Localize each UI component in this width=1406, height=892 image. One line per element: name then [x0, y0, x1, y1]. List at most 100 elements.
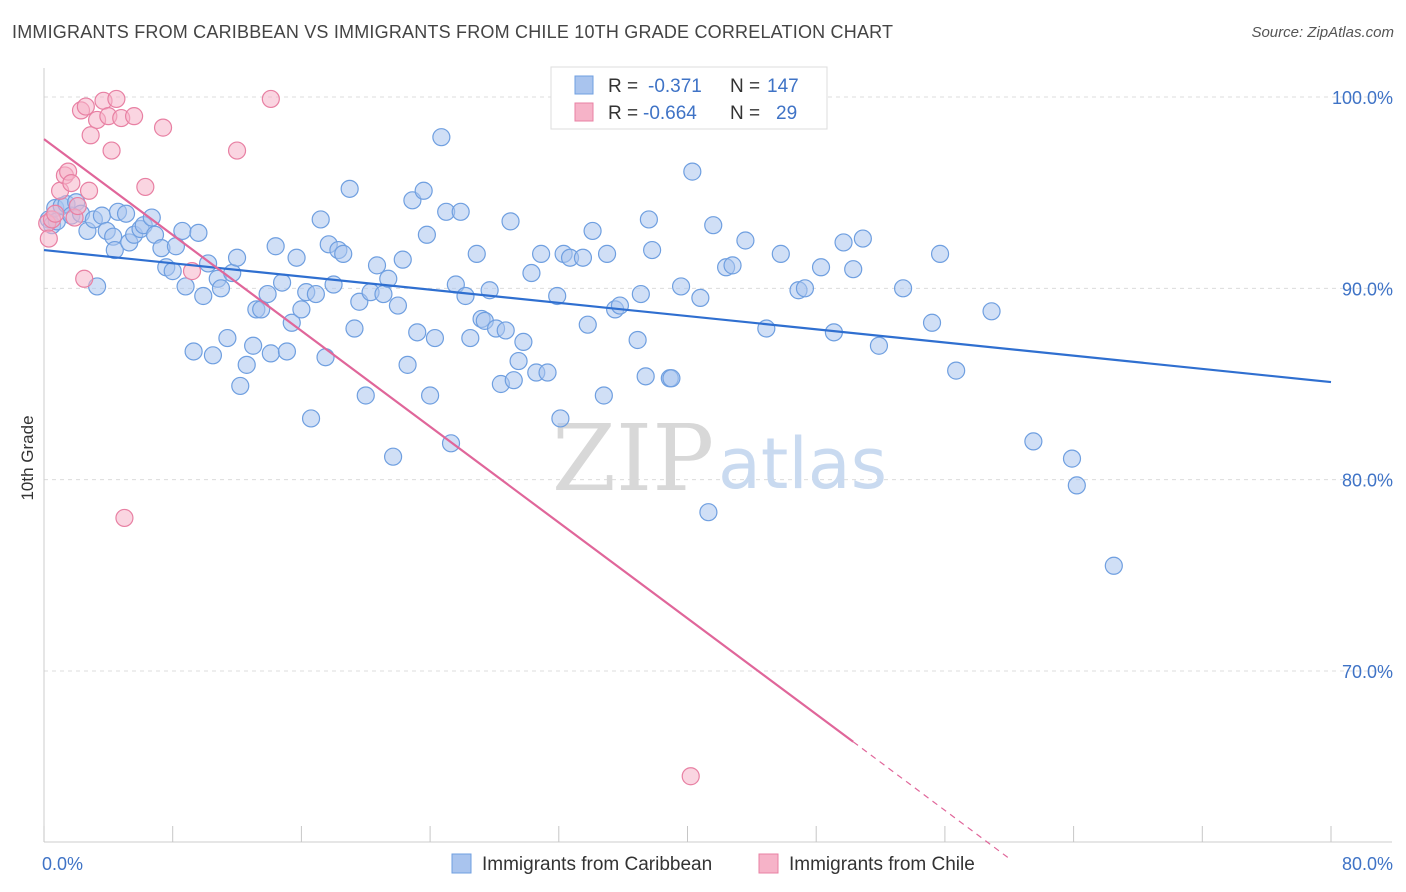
point-caribbean — [227, 248, 247, 267]
point-caribbean — [92, 206, 112, 225]
point-chile — [68, 196, 87, 216]
bottom-legend: Immigrants from Caribbean Immigrants fro… — [451, 853, 975, 875]
x-tick-label: 0.0% — [42, 854, 83, 874]
point-caribbean — [261, 344, 280, 363]
point-caribbean — [853, 229, 872, 248]
y-tick-label: 70.0% — [1342, 662, 1393, 682]
legend-swatch-caribbean — [574, 75, 594, 95]
point-caribbean — [1062, 449, 1082, 468]
point-caribbean — [252, 300, 271, 319]
point-caribbean — [176, 277, 195, 296]
point-caribbean — [388, 296, 408, 315]
point-caribbean — [704, 216, 723, 235]
x-tick-labels: 0.0% 80.0% — [42, 854, 1393, 874]
trend-line-caribbean — [43, 248, 1332, 384]
point-chile — [136, 177, 155, 197]
point-caribbean — [258, 284, 277, 304]
point-chile — [102, 141, 121, 160]
bottom-legend-label-chile: Immigrants from Chile — [789, 854, 975, 875]
legend: R = -0.371 N = 147 R = -0.664 N = 29 — [550, 66, 828, 130]
point-caribbean — [184, 342, 203, 361]
point-caribbean — [356, 386, 375, 405]
point-chile — [153, 118, 173, 137]
point-caribbean — [893, 279, 913, 298]
point-caribbean — [662, 369, 681, 388]
point-caribbean — [631, 284, 650, 304]
point-caribbean — [425, 328, 445, 348]
point-caribbean — [166, 237, 186, 256]
point-caribbean — [383, 447, 403, 466]
point-caribbean — [514, 332, 533, 352]
point-caribbean — [163, 262, 182, 281]
point-caribbean — [538, 363, 557, 382]
point-chile — [261, 89, 280, 109]
point-caribbean — [578, 315, 597, 334]
point-caribbean — [1104, 556, 1123, 575]
y-tick-label: 80.0% — [1342, 471, 1393, 491]
point-caribbean — [393, 250, 412, 269]
point-caribbean — [869, 336, 889, 355]
legend-n-label-chile: N = — [730, 103, 760, 124]
point-caribbean — [311, 210, 330, 229]
point-caribbean — [266, 237, 285, 256]
point-chile — [75, 269, 94, 288]
y-tick-labels: 70.0% 80.0% 90.0% 100.0% — [1332, 88, 1393, 682]
point-caribbean — [345, 319, 364, 338]
y-axis-title: 10th Grade — [18, 415, 37, 500]
point-chile — [227, 141, 247, 160]
point-caribbean — [316, 348, 335, 367]
legend-r-value-caribbean: -0.371 — [648, 76, 702, 97]
bottom-legend-swatch-caribbean — [451, 853, 472, 874]
point-caribbean — [367, 256, 387, 275]
point-caribbean — [451, 202, 470, 221]
point-caribbean — [610, 296, 630, 315]
point-caribbean — [461, 328, 480, 348]
point-caribbean — [636, 367, 655, 386]
point-caribbean — [736, 231, 755, 250]
trend-lines — [43, 138, 1332, 859]
point-caribbean — [504, 371, 523, 390]
point-caribbean — [496, 321, 515, 340]
point-caribbean — [374, 284, 393, 304]
point-caribbean — [811, 258, 831, 277]
point-chile — [62, 174, 81, 193]
point-caribbean — [292, 300, 311, 319]
point-chile — [115, 508, 134, 528]
point-caribbean — [501, 212, 520, 231]
legend-swatch-chile — [574, 102, 594, 122]
point-caribbean — [116, 204, 136, 223]
watermark-atlas: atlas — [718, 423, 887, 505]
point-chile — [46, 204, 65, 223]
point-caribbean — [723, 256, 742, 275]
point-chile — [681, 767, 700, 786]
chart-title: IMMIGRANTS FROM CARIBBEAN VS IMMIGRANTS … — [12, 22, 894, 42]
data-points — [38, 89, 1123, 786]
point-caribbean — [683, 162, 702, 181]
point-caribbean — [844, 260, 863, 279]
point-caribbean — [301, 409, 321, 428]
y-tick-label: 100.0% — [1332, 88, 1393, 108]
point-caribbean — [189, 223, 208, 242]
point-caribbean — [583, 221, 602, 241]
point-caribbean — [105, 240, 124, 260]
point-chile — [107, 89, 126, 109]
point-caribbean — [277, 342, 297, 361]
point-caribbean — [1024, 432, 1043, 451]
point-caribbean — [597, 244, 617, 263]
point-caribbean — [456, 286, 475, 306]
point-caribbean — [467, 244, 486, 263]
point-caribbean — [211, 279, 231, 298]
point-caribbean — [231, 376, 250, 396]
point-caribbean — [522, 263, 541, 283]
source-credit: Source: ZipAtlas.com — [1251, 24, 1394, 41]
point-chile — [81, 126, 100, 145]
point-caribbean — [334, 244, 353, 263]
point-caribbean — [421, 386, 440, 405]
point-caribbean — [699, 503, 718, 522]
point-caribbean — [930, 244, 950, 263]
point-caribbean — [379, 269, 398, 288]
point-caribbean — [340, 179, 359, 198]
point-caribbean — [982, 302, 1001, 321]
point-caribbean — [643, 240, 662, 260]
